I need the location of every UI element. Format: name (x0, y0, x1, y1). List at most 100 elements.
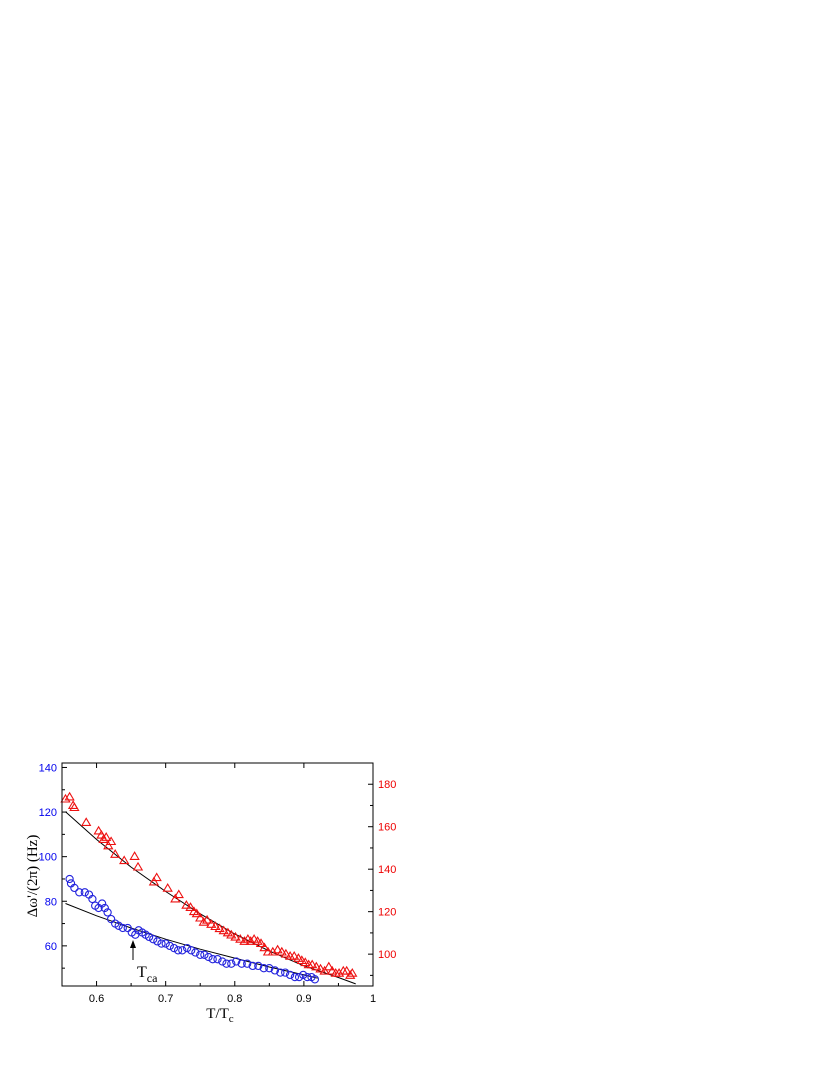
circle-point (208, 955, 217, 964)
triangle-point (226, 929, 237, 939)
circle-point (299, 970, 308, 980)
circle-point (227, 959, 236, 968)
triangle-point (267, 946, 278, 956)
triangle-point (129, 851, 140, 860)
triangle-point (69, 802, 80, 812)
data-markers (60, 791, 358, 984)
circle-point (75, 888, 84, 897)
circle-point (310, 975, 320, 984)
triangle-point (185, 902, 196, 911)
triangle-point (191, 908, 202, 918)
triangle-point (218, 925, 229, 935)
circle-point (178, 946, 187, 955)
triangle-point (214, 923, 225, 933)
circle-point (281, 968, 290, 977)
plot-frame (61, 762, 374, 987)
triangle-point (198, 917, 209, 926)
triangle-point (255, 938, 267, 948)
circle-point (265, 964, 274, 973)
x-axis-title: T/Tc (206, 1006, 234, 1025)
circle-point (100, 903, 109, 913)
circle-point (237, 959, 246, 968)
triangle-point (230, 931, 241, 941)
triangle-point (311, 961, 322, 971)
svg-text:Tca: Tca (137, 964, 158, 985)
circle-point (88, 894, 97, 904)
circle-point (213, 955, 222, 964)
tca-label: T (137, 964, 147, 981)
triangle-point (103, 840, 114, 850)
triangle-point (181, 900, 192, 909)
triangle-point (235, 934, 246, 943)
circle-point (70, 883, 79, 893)
circle-point (157, 939, 166, 948)
triangle-point (206, 919, 217, 928)
triangle-point (347, 968, 358, 977)
triangle-point (276, 946, 287, 956)
tca-label-subscript: ca (147, 971, 158, 985)
axes: 0.6 0.7 0.8 0.9 1608010012014010012014016018… (39, 762, 397, 1005)
triangle-point (64, 791, 75, 801)
circle-point (285, 970, 295, 980)
x-tick-label: 0.8 (227, 993, 242, 1005)
y-right-tick-label: 100 (378, 949, 396, 961)
triangle-point (323, 961, 334, 971)
circle-point (169, 943, 179, 953)
circle-point (65, 874, 74, 884)
circle-point (270, 966, 280, 975)
triangle-point (81, 817, 92, 826)
y-right-tick-label: 120 (378, 907, 396, 919)
x-axis-label: T/T (206, 1006, 229, 1022)
triangle-point (119, 855, 130, 865)
x-tick-label: 0.9 (296, 993, 311, 1005)
y-right-tick-label: 140 (378, 864, 396, 876)
circle-point (276, 968, 285, 977)
triangle-point (173, 889, 184, 899)
circle-point (204, 952, 213, 962)
triangle-point (162, 883, 173, 892)
triangle-point (280, 948, 292, 958)
circle-point (123, 923, 132, 933)
triangle-point (148, 876, 160, 886)
y-axis-label: Δω'/(2π) (Hz) (25, 835, 41, 918)
triangle-point (93, 825, 104, 835)
triangle-point (60, 793, 71, 803)
triangle-point (333, 968, 345, 977)
circle-point (182, 943, 192, 953)
tca-annotation: Tca (130, 940, 158, 985)
x-axis-label-subscript: c (229, 1013, 234, 1025)
svg-text:T/Tc: T/Tc (206, 1006, 234, 1025)
circle-point (196, 950, 205, 959)
circle-point (248, 961, 257, 971)
triangle-point (272, 944, 283, 954)
triangle-point (195, 912, 206, 922)
y-left-tick-label: 100 (39, 852, 57, 864)
x-tick-label: 1 (370, 993, 376, 1005)
x-tick-label: 0.7 (158, 993, 173, 1005)
triangle-point (307, 959, 318, 969)
triangle-point (110, 849, 121, 858)
circle-point (218, 957, 227, 966)
circle-point (191, 948, 200, 957)
triangle-point (151, 872, 162, 882)
triangle-point (132, 861, 144, 871)
circle-point (232, 957, 241, 966)
triangle-point (341, 965, 352, 975)
circle-point (290, 972, 300, 982)
triangle-point (245, 936, 256, 945)
circle-point (254, 961, 263, 971)
triangle-point (289, 951, 300, 960)
circle-point (103, 908, 112, 917)
triangle-point (210, 921, 221, 931)
circle-point (173, 946, 183, 955)
y-left-tick-label: 80 (45, 896, 57, 908)
circle-point (165, 941, 174, 951)
circle-point (114, 921, 123, 930)
circle-point (161, 939, 170, 948)
x-tick-label: 0.6 (89, 993, 104, 1005)
circle-point (303, 972, 312, 982)
y-left-tick-label: 140 (39, 762, 57, 774)
tca-arrow-head (130, 940, 136, 948)
triangle-point (170, 893, 181, 903)
